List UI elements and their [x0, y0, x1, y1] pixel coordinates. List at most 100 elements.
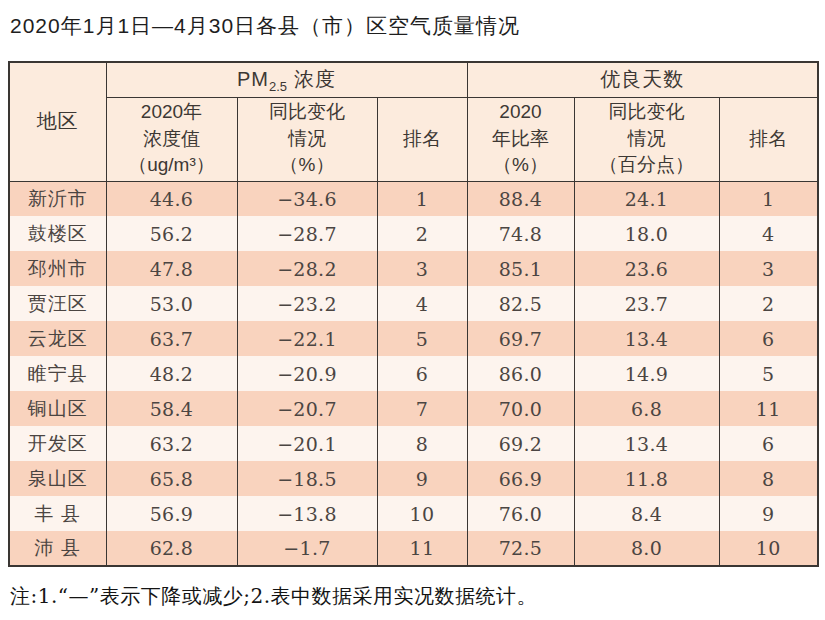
cell-pm-change: −28.7: [237, 216, 377, 251]
cell-pm-value: 56.2: [106, 216, 237, 251]
pm25-subscript: 2.5: [269, 79, 287, 94]
cell-pm-rank: 9: [377, 461, 467, 496]
table-row: 邳州市 47.8 −28.2 3 85.1 23.6 3: [9, 251, 818, 286]
cell-good-change: 6.8: [574, 391, 719, 426]
cell-region: 开发区: [9, 426, 106, 461]
cell-pm-change: −20.9: [237, 356, 377, 391]
cell-pm-value: 48.2: [106, 356, 237, 391]
cell-pm-change: −22.1: [237, 321, 377, 356]
cell-good-change: 14.9: [574, 356, 719, 391]
cell-good-rank: 11: [719, 391, 818, 426]
cell-pm-rank: 10: [377, 496, 467, 531]
table-row: 开发区 63.2 −20.1 8 69.2 13.4 6: [9, 426, 818, 461]
cell-region: 睢宁县: [9, 356, 106, 391]
cell-pm-rank: 5: [377, 321, 467, 356]
cell-good-rate: 74.8: [467, 216, 574, 251]
cell-pm-value: 56.9: [106, 496, 237, 531]
cell-pm-rank: 6: [377, 356, 467, 391]
header-region: 地区: [9, 62, 106, 181]
cell-good-rank: 5: [719, 356, 818, 391]
cell-pm-rank: 4: [377, 286, 467, 321]
cell-good-rank: 9: [719, 496, 818, 531]
table-row: 沛 县 62.8 −1.7 11 72.5 8.0 10: [9, 531, 818, 566]
cell-region: 新沂市: [9, 181, 106, 216]
cell-pm-rank: 3: [377, 251, 467, 286]
cell-pm-value: 44.6: [106, 181, 237, 216]
table-row: 睢宁县 48.2 −20.9 6 86.0 14.9 5: [9, 356, 818, 391]
cell-good-change: 23.6: [574, 251, 719, 286]
page-title: 2020年1月1日—4月30日各县（市）区空气质量情况: [10, 12, 817, 40]
cell-good-rank: 6: [719, 321, 818, 356]
cell-good-rate: 85.1: [467, 251, 574, 286]
cell-pm-change: −20.1: [237, 426, 377, 461]
cell-pm-value: 47.8: [106, 251, 237, 286]
cell-region: 沛 县: [9, 531, 106, 566]
cell-pm-change: −28.2: [237, 251, 377, 286]
cell-good-rate: 72.5: [467, 531, 574, 566]
cell-good-change: 8.4: [574, 496, 719, 531]
pm25-prefix: PM: [237, 68, 269, 90]
cell-good-change: 13.4: [574, 426, 719, 461]
cell-good-change: 11.8: [574, 461, 719, 496]
pm25-suffix: 浓度: [294, 68, 336, 90]
cell-good-change: 8.0: [574, 531, 719, 566]
table-body: 新沂市 44.6 −34.6 1 88.4 24.1 1 鼓楼区 56.2 −2…: [9, 181, 818, 566]
table-row: 云龙区 63.7 −22.1 5 69.7 13.4 6: [9, 321, 818, 356]
header-pm-rank: 排名: [377, 97, 467, 181]
cell-good-rank: 6: [719, 426, 818, 461]
cell-region: 铜山区: [9, 391, 106, 426]
table-row: 泉山区 65.8 −18.5 9 66.9 11.8 8: [9, 461, 818, 496]
header-pm-value: 2020年 浓度值 （ug/m³）: [106, 97, 237, 181]
cell-region: 云龙区: [9, 321, 106, 356]
cell-region: 贾汪区: [9, 286, 106, 321]
cell-good-rate: 86.0: [467, 356, 574, 391]
table-row: 贾汪区 53.0 −23.2 4 82.5 23.7 2: [9, 286, 818, 321]
cell-good-change: 18.0: [574, 216, 719, 251]
cell-good-change: 24.1: [574, 181, 719, 216]
cell-pm-value: 65.8: [106, 461, 237, 496]
cell-region: 丰 县: [9, 496, 106, 531]
cell-region: 泉山区: [9, 461, 106, 496]
table-row: 丰 县 56.9 −13.8 10 76.0 8.4 9: [9, 496, 818, 531]
cell-good-rank: 3: [719, 251, 818, 286]
cell-good-change: 13.4: [574, 321, 719, 356]
header-good-change: 同比变化 情况 （百分点）: [574, 97, 719, 181]
header-pm25-group: PM2.5 浓度: [106, 62, 467, 97]
cell-good-rate: 69.2: [467, 426, 574, 461]
cell-pm-change: −20.7: [237, 391, 377, 426]
cell-pm-change: −34.6: [237, 181, 377, 216]
cell-good-rank: 8: [719, 461, 818, 496]
cell-pm-rank: 2: [377, 216, 467, 251]
cell-pm-change: −23.2: [237, 286, 377, 321]
cell-good-rank: 2: [719, 286, 818, 321]
cell-pm-value: 53.0: [106, 286, 237, 321]
cell-good-rank: 4: [719, 216, 818, 251]
table-row: 铜山区 58.4 −20.7 7 70.0 6.8 11: [9, 391, 818, 426]
air-quality-table: 地区 PM2.5 浓度 优良天数 2020年 浓度值 （ug/m³） 同比变化 情…: [8, 61, 819, 567]
header-good-rate: 2020 年比率 （%）: [467, 97, 574, 181]
header-good-days-group: 优良天数: [467, 62, 818, 97]
footnote: 注:1.“—”表示下降或减少;2.表中数据采用实况数据统计。: [10, 583, 817, 610]
cell-pm-rank: 7: [377, 391, 467, 426]
cell-good-rate: 70.0: [467, 391, 574, 426]
cell-good-rank: 1: [719, 181, 818, 216]
cell-pm-value: 58.4: [106, 391, 237, 426]
cell-pm-value: 63.7: [106, 321, 237, 356]
cell-pm-value: 62.8: [106, 531, 237, 566]
cell-region: 邳州市: [9, 251, 106, 286]
cell-good-rate: 66.9: [467, 461, 574, 496]
cell-pm-rank: 1: [377, 181, 467, 216]
cell-region: 鼓楼区: [9, 216, 106, 251]
table-row: 新沂市 44.6 −34.6 1 88.4 24.1 1: [9, 181, 818, 216]
page: 2020年1月1日—4月30日各县（市）区空气质量情况 地区 PM2.5 浓度 优…: [0, 0, 825, 610]
table-header: 地区 PM2.5 浓度 优良天数 2020年 浓度值 （ug/m³） 同比变化 情…: [9, 62, 818, 181]
cell-good-rate: 76.0: [467, 496, 574, 531]
cell-pm-value: 63.2: [106, 426, 237, 461]
cell-good-rate: 88.4: [467, 181, 574, 216]
header-good-rank: 排名: [719, 97, 818, 181]
cell-pm-change: −18.5: [237, 461, 377, 496]
table-row: 鼓楼区 56.2 −28.7 2 74.8 18.0 4: [9, 216, 818, 251]
header-pm-change: 同比变化 情况 （%）: [237, 97, 377, 181]
header-group-row: 地区 PM2.5浓度 优良天数: [9, 62, 818, 97]
cell-good-rate: 82.5: [467, 286, 574, 321]
